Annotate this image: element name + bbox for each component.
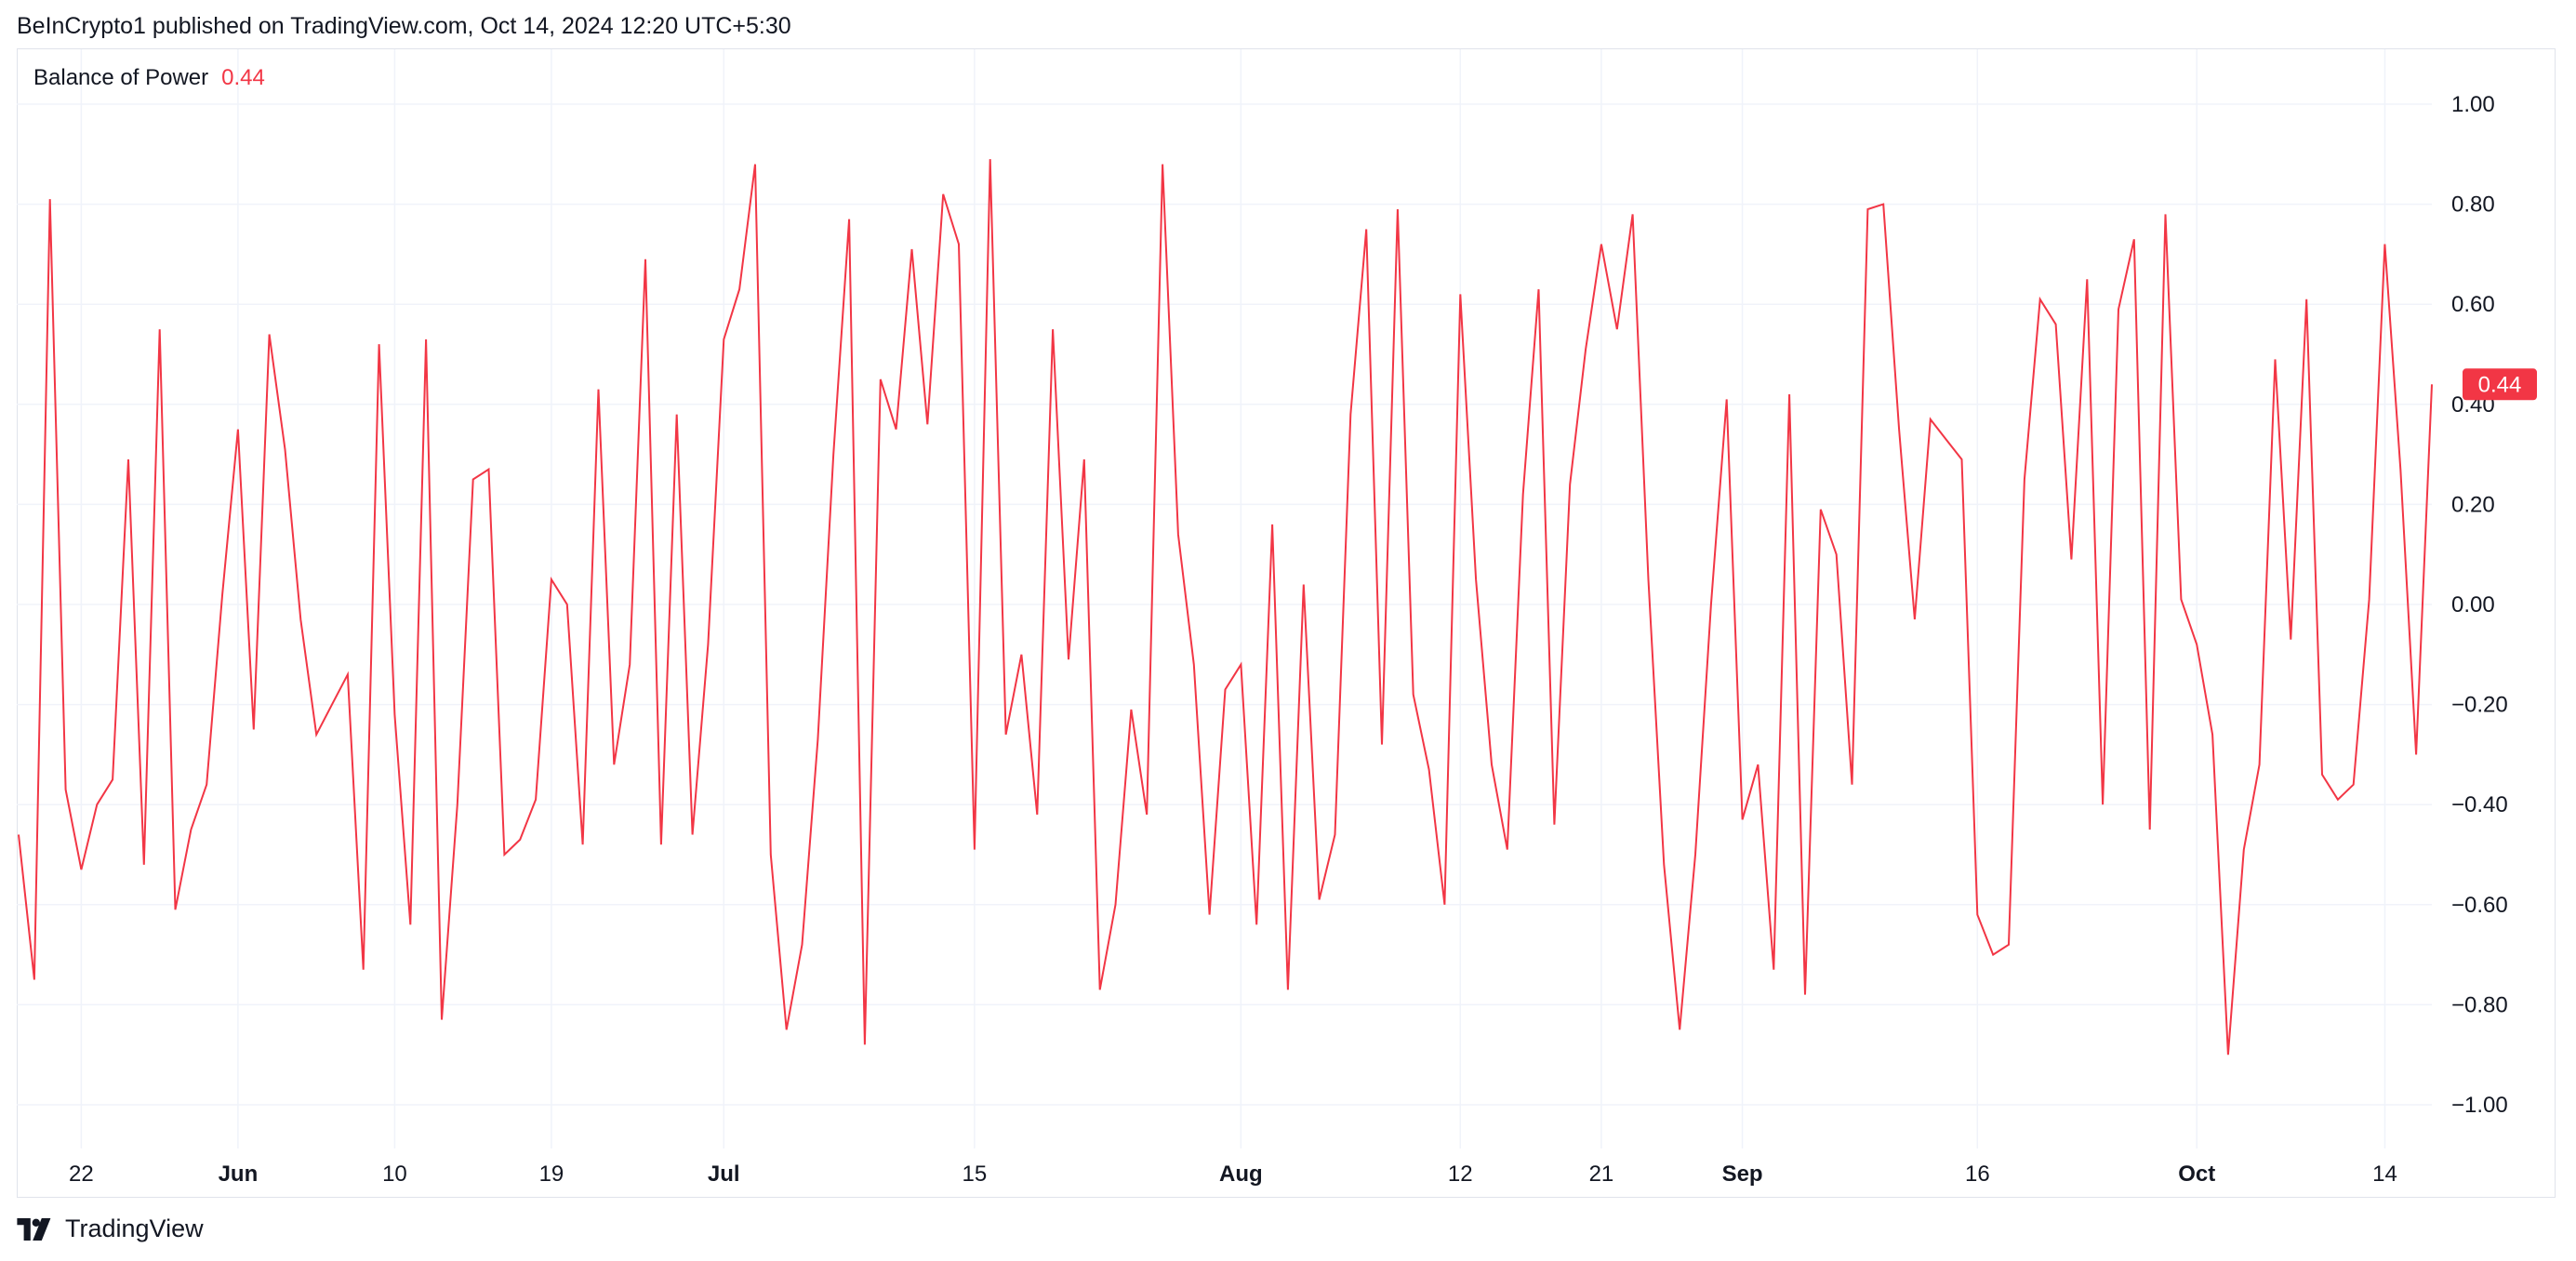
y-tick-label: −0.80 [2451, 992, 2508, 1017]
x-tick-label: 15 [963, 1161, 988, 1187]
x-tick-label: 14 [2372, 1161, 2397, 1187]
footer-branding[interactable]: TradingView [17, 1215, 204, 1243]
x-tick-label: 10 [382, 1161, 407, 1187]
x-tick-label: Jun [219, 1161, 259, 1187]
x-tick-label: 22 [69, 1161, 94, 1187]
publish-info: BeInCrypto1 published on TradingView.com… [17, 13, 791, 39]
y-tick-label: −0.20 [2451, 693, 2508, 718]
x-tick-label: 21 [1589, 1161, 1614, 1187]
bop-chart[interactable]: 1.000.800.600.400.200.00−0.20−0.40−0.60−… [0, 0, 2576, 1200]
y-tick-label: 0.80 [2451, 192, 2495, 218]
indicator-value: 0.44 [221, 65, 265, 90]
grid-lines [17, 49, 2432, 1148]
x-tick-label: Oct [2178, 1161, 2215, 1187]
indicator-name: Balance of Power [33, 65, 209, 90]
x-tick-label: 16 [1965, 1161, 1990, 1187]
y-tick-label: −0.40 [2451, 792, 2508, 817]
chart-panel[interactable] [17, 48, 2556, 1198]
x-tick-label: 19 [539, 1161, 564, 1187]
y-tick-label: −1.00 [2451, 1093, 2508, 1118]
current-value-label: 0.44 [2478, 372, 2522, 397]
x-tick-label: Aug [1219, 1161, 1263, 1187]
x-tick-label: Jul [708, 1161, 740, 1187]
x-tick-label: Sep [1722, 1161, 1763, 1187]
x-axis: 22 Jun 10 19 Jul 15 Aug 12 21 Sep 16 Oct 14 [69, 1161, 2397, 1187]
y-tick-label: −0.60 [2451, 893, 2508, 918]
indicator-legend[interactable]: Balance of Power 0.44 [33, 65, 265, 91]
y-axis: 1.000.800.600.400.200.00−0.20−0.40−0.60−… [2451, 92, 2508, 1118]
current-value-tag: 0.44 [2463, 368, 2537, 401]
tradingview-brand: TradingView [65, 1215, 204, 1242]
y-tick-label: 0.20 [2451, 492, 2495, 517]
y-tick-label: 1.00 [2451, 92, 2495, 117]
bop-series-line [18, 159, 2433, 1055]
y-tick-label: 0.60 [2451, 292, 2495, 317]
tradingview-logo-icon [17, 1217, 51, 1241]
x-tick-label: 12 [1448, 1161, 1473, 1187]
y-tick-label: 0.00 [2451, 592, 2495, 617]
